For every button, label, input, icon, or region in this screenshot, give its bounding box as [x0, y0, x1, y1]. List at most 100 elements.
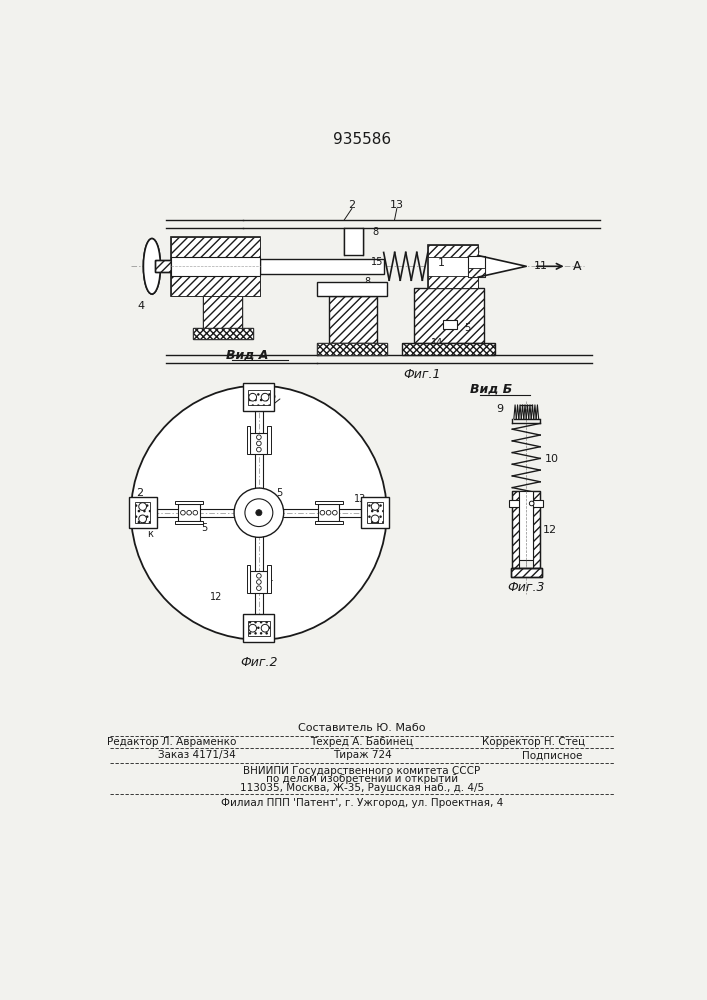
- Bar: [317, 504, 339, 521]
- Bar: [250, 571, 267, 593]
- Text: 15: 15: [370, 257, 383, 267]
- Circle shape: [245, 499, 273, 527]
- Bar: [170, 237, 259, 296]
- Text: 14: 14: [431, 338, 443, 348]
- Text: Вид А: Вид А: [226, 348, 269, 361]
- Bar: [248, 389, 270, 405]
- Text: Фиг.3: Фиг.3: [508, 581, 545, 594]
- Text: ВНИИПИ Государственного комитета СССР: ВНИИПИ Государственного комитета СССР: [243, 766, 481, 776]
- Bar: [203, 296, 242, 328]
- Bar: [513, 491, 540, 568]
- Text: 1: 1: [438, 258, 445, 268]
- Circle shape: [180, 510, 185, 515]
- Bar: [443, 320, 457, 329]
- Text: 5: 5: [201, 523, 208, 533]
- Text: Тираж 724: Тираж 724: [332, 750, 392, 760]
- Bar: [414, 288, 484, 343]
- Bar: [155, 260, 170, 272]
- Bar: [317, 343, 387, 355]
- Bar: [247, 426, 250, 454]
- Text: 13: 13: [390, 200, 404, 210]
- Circle shape: [257, 447, 261, 452]
- Bar: [170, 237, 259, 257]
- Bar: [428, 245, 478, 257]
- Circle shape: [257, 435, 261, 440]
- Text: 10: 10: [545, 454, 559, 464]
- Text: Подписное: Подписное: [522, 750, 583, 760]
- Bar: [170, 276, 259, 296]
- Text: Фиг.1: Фиг.1: [403, 368, 440, 381]
- Bar: [259, 259, 384, 274]
- Circle shape: [257, 441, 261, 446]
- Bar: [155, 260, 170, 272]
- Bar: [175, 501, 203, 504]
- Text: 2: 2: [349, 200, 356, 210]
- Circle shape: [249, 624, 257, 632]
- Bar: [468, 268, 485, 277]
- Bar: [329, 296, 377, 343]
- Bar: [317, 343, 387, 355]
- Circle shape: [371, 515, 379, 523]
- Text: 12: 12: [210, 592, 223, 602]
- Text: 113035, Москва, Ж-35, Раушская наб., д. 4/5: 113035, Москва, Ж-35, Раушская наб., д. …: [240, 783, 484, 793]
- Bar: [428, 245, 478, 288]
- Bar: [402, 343, 495, 355]
- Bar: [510, 568, 542, 577]
- Bar: [361, 497, 389, 528]
- Bar: [510, 568, 542, 577]
- Circle shape: [249, 393, 257, 401]
- Ellipse shape: [144, 239, 160, 294]
- Text: 9: 9: [496, 404, 503, 414]
- Text: 8: 8: [372, 227, 378, 237]
- Bar: [129, 497, 156, 528]
- Bar: [243, 383, 274, 411]
- Text: 5: 5: [276, 488, 282, 498]
- Circle shape: [234, 488, 284, 537]
- Circle shape: [261, 624, 269, 632]
- Text: Филиал ППП 'Патент', г. Ужгород, ул. Проектная, 4: Филиал ППП 'Патент', г. Ужгород, ул. Про…: [221, 798, 503, 808]
- Text: A: A: [573, 260, 581, 273]
- Text: Составитель Ю. Мабо: Составитель Ю. Мабо: [298, 723, 426, 733]
- Circle shape: [327, 510, 331, 515]
- Text: 11: 11: [534, 261, 548, 271]
- Text: 6: 6: [211, 237, 218, 247]
- Bar: [175, 521, 203, 524]
- Circle shape: [257, 574, 261, 578]
- Bar: [203, 296, 242, 328]
- Text: 11: 11: [273, 502, 285, 512]
- Bar: [519, 491, 533, 560]
- Text: 14: 14: [262, 575, 274, 585]
- Circle shape: [131, 386, 387, 640]
- Bar: [428, 276, 478, 288]
- Bar: [402, 343, 495, 355]
- Text: 935586: 935586: [333, 132, 391, 147]
- Text: 5: 5: [464, 323, 470, 333]
- Polygon shape: [478, 256, 526, 277]
- Bar: [414, 288, 484, 343]
- Text: Корректор Н. Стец: Корректор Н. Стец: [482, 737, 585, 747]
- Text: к: к: [148, 529, 153, 539]
- Bar: [135, 502, 151, 523]
- Text: 13: 13: [354, 494, 366, 504]
- Circle shape: [320, 510, 325, 515]
- Bar: [193, 328, 253, 339]
- Bar: [315, 521, 343, 524]
- Circle shape: [257, 580, 261, 584]
- Text: 8: 8: [364, 277, 370, 287]
- Circle shape: [257, 586, 261, 590]
- Circle shape: [256, 510, 262, 516]
- Bar: [368, 502, 383, 523]
- Bar: [250, 433, 267, 454]
- Text: Фиг.2: Фиг.2: [240, 656, 278, 669]
- Bar: [344, 228, 363, 255]
- Circle shape: [187, 510, 192, 515]
- Bar: [248, 620, 270, 636]
- Text: Заказ 4171/34: Заказ 4171/34: [158, 750, 236, 760]
- Bar: [315, 501, 343, 504]
- Bar: [317, 282, 387, 296]
- Bar: [267, 565, 271, 593]
- Bar: [178, 504, 200, 521]
- Text: 7: 7: [211, 286, 218, 296]
- Bar: [170, 257, 259, 276]
- Text: Техред А. Бабинец: Техред А. Бабинец: [310, 737, 414, 747]
